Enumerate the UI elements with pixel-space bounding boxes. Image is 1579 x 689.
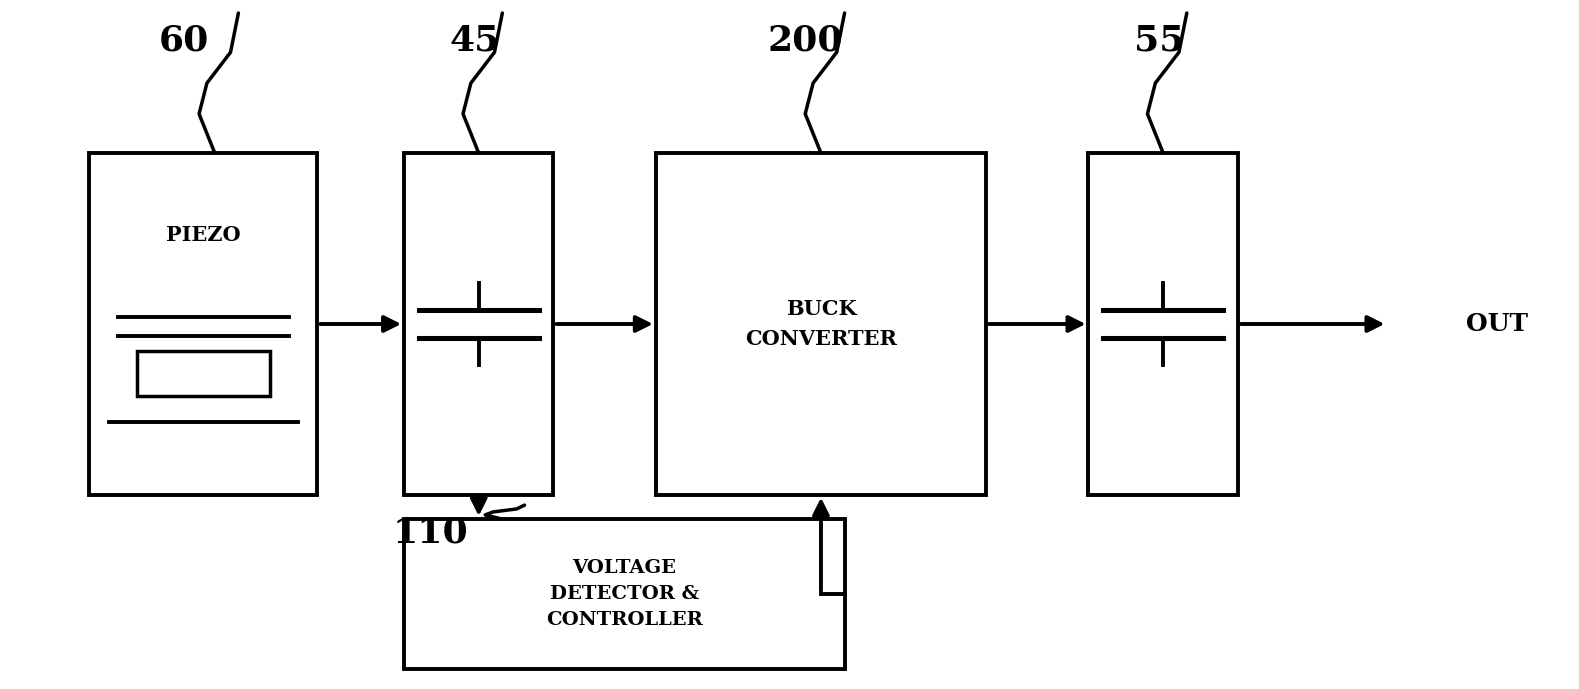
Bar (1088, 153, 1238, 495)
Bar (90, 153, 317, 495)
Text: 45: 45 (450, 23, 501, 57)
Bar (137, 351, 270, 395)
Text: 110: 110 (393, 515, 469, 549)
Text: 55: 55 (1134, 23, 1184, 57)
Text: 60: 60 (158, 23, 208, 57)
Text: BUCK
CONVERTER: BUCK CONVERTER (745, 299, 897, 349)
Bar (404, 153, 554, 495)
Text: OUT: OUT (1465, 312, 1528, 336)
Text: PIEZO: PIEZO (166, 225, 240, 245)
Text: VOLTAGE
DETECTOR &
CONTROLLER: VOLTAGE DETECTOR & CONTROLLER (546, 559, 703, 629)
Bar (404, 519, 845, 669)
Bar (655, 153, 987, 495)
Text: 200: 200 (767, 23, 843, 57)
